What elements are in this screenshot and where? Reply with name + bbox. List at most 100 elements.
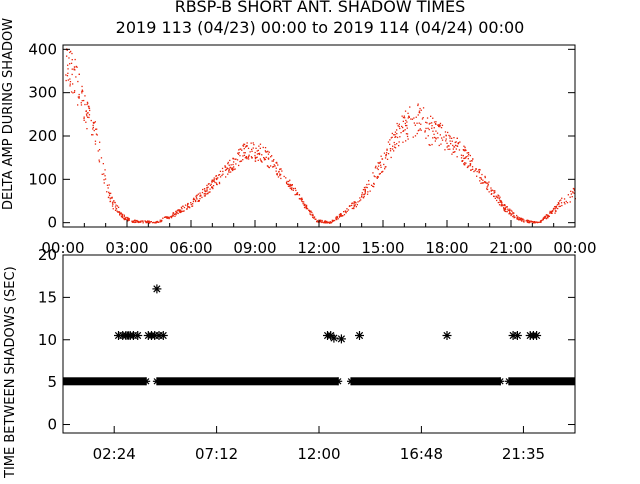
data-point <box>560 199 562 201</box>
data-point <box>448 145 450 147</box>
data-point <box>111 197 113 199</box>
data-point <box>467 155 469 157</box>
data-point <box>287 183 290 185</box>
data-point <box>433 133 435 135</box>
data-point <box>554 206 556 208</box>
data-point <box>401 115 403 117</box>
data-point <box>194 200 197 202</box>
data-point <box>554 212 556 214</box>
data-point <box>126 218 129 220</box>
data-point <box>304 204 306 206</box>
data-point <box>394 131 397 133</box>
data-point <box>513 215 515 217</box>
data-point <box>286 180 288 183</box>
data-point <box>490 190 492 192</box>
top-panel-points <box>65 48 576 224</box>
data-point <box>510 213 512 215</box>
data-point <box>428 128 430 131</box>
data-point <box>353 207 355 210</box>
bottom-panel: TIME BETWEEN SHADOWS (SEC) 0 5 10 15 20 02:24… <box>3 246 576 479</box>
data-point <box>396 122 398 125</box>
top-x-tick-label: 12:00 <box>297 239 340 257</box>
data-point <box>160 220 162 223</box>
data-point <box>394 134 396 136</box>
data-point <box>449 135 451 137</box>
data-point <box>66 49 68 51</box>
data-point <box>331 221 333 223</box>
data-point <box>179 210 181 212</box>
data-point <box>272 166 274 168</box>
data-point <box>131 221 134 223</box>
data-point <box>174 215 176 217</box>
data-point <box>355 206 357 208</box>
data-point <box>231 168 233 170</box>
data-point <box>163 216 166 218</box>
data-point <box>166 216 168 218</box>
data-point <box>464 162 466 164</box>
data-point <box>114 202 116 204</box>
data-point <box>237 153 240 155</box>
data-point <box>279 168 281 170</box>
data-point <box>65 74 67 76</box>
data-point <box>213 178 215 181</box>
data-point <box>267 166 270 168</box>
data-point <box>226 167 228 169</box>
data-point <box>501 205 503 207</box>
data-point <box>198 199 200 202</box>
data-point <box>494 190 496 192</box>
data-point <box>435 137 437 139</box>
bottom-x-tick-label: 16:48 <box>400 445 443 463</box>
data-point <box>287 183 289 185</box>
data-point <box>309 211 311 213</box>
data-point <box>83 119 85 121</box>
data-point <box>310 210 312 212</box>
data-point <box>176 210 178 212</box>
asterisk-stroke <box>443 331 451 340</box>
data-point <box>463 157 465 160</box>
data-point <box>446 142 448 144</box>
top-y-tick-label: 0 <box>47 214 57 232</box>
data-point <box>251 157 253 159</box>
data-point <box>148 222 151 224</box>
data-point <box>175 213 177 215</box>
data-point <box>555 210 557 213</box>
data-point <box>128 219 130 221</box>
data-point <box>544 217 546 219</box>
data-point <box>238 152 240 154</box>
data-point <box>364 192 366 194</box>
data-point <box>86 103 88 106</box>
data-point <box>263 157 265 159</box>
data-point <box>73 91 76 93</box>
data-point <box>96 128 98 130</box>
data-point <box>310 214 312 216</box>
data-point <box>435 130 437 132</box>
data-point <box>96 134 98 136</box>
data-point <box>80 102 82 104</box>
data-point <box>116 210 118 212</box>
top-panel: DELTA AMP DURING SHADOW 0 100 200 300 400 00:… <box>1 18 597 257</box>
data-point <box>291 184 293 186</box>
data-point <box>353 203 355 205</box>
data-point <box>485 181 487 184</box>
top-x-tick-label: 03:00 <box>105 239 148 257</box>
data-point <box>503 207 505 209</box>
data-point <box>336 215 338 218</box>
data-point <box>386 149 388 151</box>
data-point <box>535 221 537 223</box>
data-point <box>417 104 419 107</box>
data-point <box>248 158 250 160</box>
data-point <box>111 202 114 204</box>
data-point <box>98 161 101 163</box>
data-point <box>454 144 457 146</box>
data-point <box>323 221 325 223</box>
bottom-y-tick-label: 5 <box>47 373 57 391</box>
data-point <box>133 331 143 340</box>
data-point <box>66 75 69 77</box>
data-point <box>396 136 399 139</box>
data-point <box>487 182 489 184</box>
data-point <box>67 64 69 66</box>
data-point <box>504 207 506 209</box>
data-point <box>252 147 254 149</box>
top-x-tick-label: 15:00 <box>361 239 404 257</box>
data-point <box>572 192 574 194</box>
